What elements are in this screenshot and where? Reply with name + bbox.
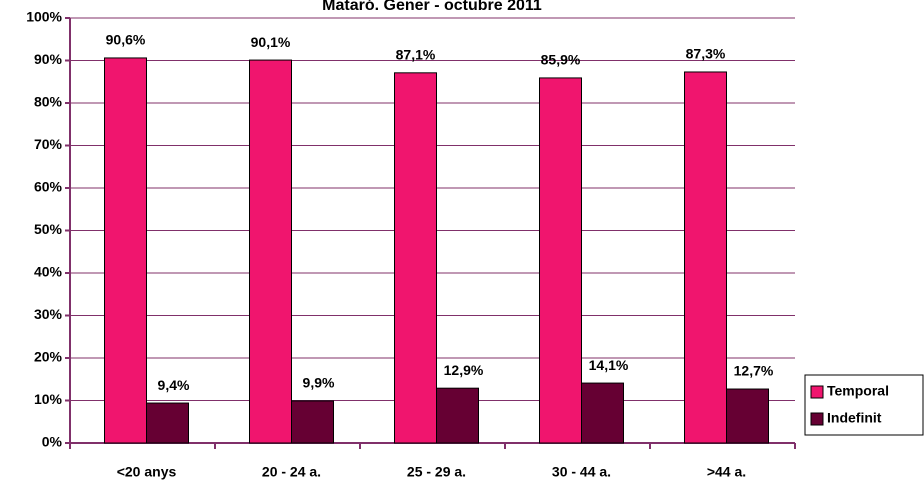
y-tick-label: 30% [34,306,63,322]
y-tick-label: 40% [34,264,63,280]
legend-label: Temporal [827,383,889,399]
bar [291,400,334,444]
x-tick-label: 25 - 29 a. [407,464,466,480]
value-label: 85,9% [541,52,581,68]
x-tick-label: >44 a. [707,464,746,480]
y-tick-label: 60% [34,179,63,195]
legend-swatch [810,412,824,426]
bar [581,382,624,444]
value-label: 9,4% [158,377,190,393]
value-label: 87,1% [396,47,436,63]
bar [436,387,479,444]
bar [249,59,292,444]
value-label: 87,3% [686,46,726,62]
y-tick-label: 0% [42,434,63,450]
bar [539,77,582,444]
bar [726,388,769,444]
chart-title: Mataró. Gener - octubre 2011 [322,0,542,14]
legend-box [804,374,924,436]
value-label: 90,6% [106,32,146,48]
y-tick-label: 10% [34,391,63,407]
legend-label: Indefinit [827,410,882,426]
value-label: 12,9% [444,362,484,378]
legend-swatch [810,385,824,399]
value-label: 14,1% [589,357,629,373]
y-tick-label: 100% [26,9,62,25]
bar [394,72,437,444]
x-tick-label: <20 anys [117,464,177,480]
bar [104,57,147,444]
bar [684,71,727,444]
y-tick-label: 80% [34,94,63,110]
value-label: 12,7% [734,363,774,379]
y-tick-label: 90% [34,51,63,67]
y-tick-label: 20% [34,349,63,365]
value-label: 9,9% [303,375,335,391]
bar [146,402,189,444]
x-tick-label: 20 - 24 a. [262,464,321,480]
y-tick-label: 50% [34,221,63,237]
x-tick-label: 30 - 44 a. [552,464,611,480]
value-label: 90,1% [251,34,291,50]
y-tick-label: 70% [34,136,63,152]
